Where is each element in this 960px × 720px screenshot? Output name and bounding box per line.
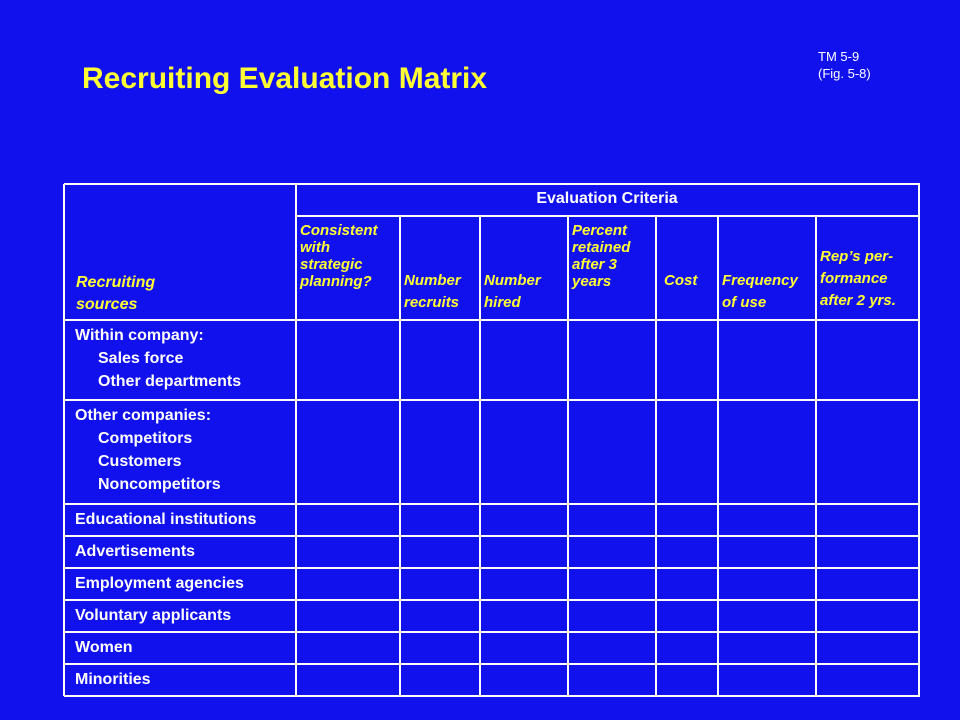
- row-sublabel: Other departments: [98, 373, 242, 390]
- row-label: Voluntary applicants: [75, 604, 231, 627]
- row-sublabel: Noncompetitors: [98, 476, 221, 493]
- grid-line: [567, 216, 569, 696]
- row-sublabel: Competitors: [98, 430, 193, 447]
- grid-line: [296, 215, 920, 217]
- column-header: Frequency of use: [722, 270, 798, 314]
- row-label: Within company: Sales force Other departme…: [75, 324, 241, 393]
- evaluation-criteria-header: Evaluation Criteria: [536, 190, 678, 207]
- column-header-line: with: [300, 239, 330, 256]
- row-label: Minorities: [75, 668, 151, 691]
- column-header-line: after 2 yrs.: [820, 292, 896, 309]
- row-label-text: Educational institutions: [75, 511, 257, 528]
- column-header: Number recruits: [404, 270, 461, 314]
- column-header-line: formance: [820, 270, 888, 287]
- grid-line: [64, 535, 920, 537]
- column-header-line: retained: [572, 239, 631, 256]
- figure-reference-line: TM 5-9: [818, 49, 860, 64]
- column-header-line: after 3: [572, 256, 618, 273]
- row-label: Other companies: Competitors Customers Nonc…: [75, 404, 221, 496]
- grid-line: [655, 216, 657, 696]
- grid-line: [64, 503, 920, 505]
- grid-line: [64, 319, 920, 321]
- row-sublabel: Sales force: [98, 350, 184, 367]
- column-header-line: recruits: [404, 294, 460, 311]
- grid-line: [815, 216, 817, 696]
- grid-line: [64, 631, 920, 633]
- figure-reference: TM 5-9 (Fig. 5-8): [818, 48, 871, 82]
- row-label: Women: [75, 636, 132, 659]
- row-label-text: Advertisements: [75, 543, 196, 560]
- column-header-line: Cost: [664, 272, 698, 289]
- row-sublabel: Customers: [98, 453, 182, 470]
- row-label: Educational institutions: [75, 508, 256, 531]
- column-header: Consistent with strategic planning?: [300, 222, 378, 290]
- row-label: Advertisements: [75, 540, 195, 563]
- grid-line: [399, 216, 401, 696]
- grid-line: [64, 567, 920, 569]
- row-label-text: Employment agencies: [75, 575, 244, 592]
- row-header: Recruiting sources: [76, 272, 155, 316]
- row-label-text: Within company:: [75, 327, 204, 344]
- grid-line: [64, 695, 920, 697]
- page-title: Recruiting Evaluation Matrix: [82, 62, 488, 95]
- row-label-text: Women: [75, 639, 133, 656]
- grid-line: [64, 663, 920, 665]
- column-header-line: years: [572, 273, 612, 290]
- column-header-line: Consistent: [300, 222, 378, 239]
- grid-line: [63, 184, 65, 696]
- column-header-line: Rep’s per-: [820, 248, 894, 265]
- column-header-line: Percent: [572, 222, 628, 239]
- row-label: Employment agencies: [75, 572, 244, 595]
- row-header-line: sources: [76, 296, 138, 313]
- grid-line: [479, 216, 481, 696]
- column-header-line: strategic: [300, 256, 363, 273]
- grid-line: [64, 399, 920, 401]
- grid-line: [717, 216, 719, 696]
- column-header-line: Number: [404, 272, 461, 289]
- column-header-line: planning?: [300, 273, 372, 290]
- column-header: Cost: [664, 270, 697, 292]
- column-header-line: hired: [484, 294, 521, 311]
- row-header-line: Recruiting: [76, 274, 156, 291]
- column-header: Rep’s per-formance after 2 yrs.: [820, 246, 896, 312]
- row-label-text: Voluntary applicants: [75, 607, 232, 624]
- column-header-line: of use: [722, 294, 767, 311]
- row-label-text: Minorities: [75, 671, 151, 688]
- column-header: Percent retained after 3 years: [572, 222, 630, 290]
- row-label-text: Other companies:: [75, 407, 212, 424]
- figure-reference-line: (Fig. 5-8): [818, 66, 871, 81]
- column-header: Number hired: [484, 270, 541, 314]
- grid-line: [64, 183, 920, 185]
- grid-line: [295, 184, 297, 696]
- column-header-line: Frequency: [722, 272, 798, 289]
- column-header-line: Number: [484, 272, 541, 289]
- grid-line: [918, 184, 920, 696]
- grid-line: [64, 599, 920, 601]
